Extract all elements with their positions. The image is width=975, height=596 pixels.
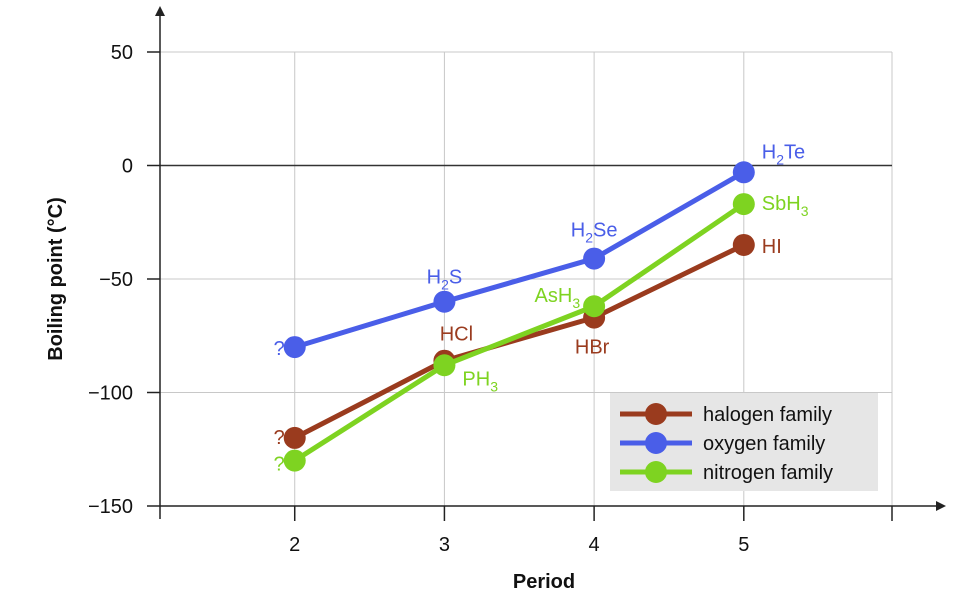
series-line-oxygen-family [293,170,746,350]
y-axis-title: Boiling point (°C) [45,197,67,361]
data-label: ? [274,338,285,360]
series-line-nitrogen-family [293,202,746,463]
label-layer: ? HCl HBr HI? H2S H2Se H2Te? PH3 AsH3 SbH3 [274,141,809,475]
data-point [583,295,606,318]
axis-layer: 50 0 −50 −100 −150 2 3 4 5 [88,6,946,556]
data-label: H2Te [762,141,805,167]
x-tick-label: 4 [589,534,600,556]
data-point [583,247,606,270]
grid-layer [160,51,893,506]
data-label: H2S [427,267,463,293]
legend-swatch-marker [645,461,667,483]
data-point [732,193,755,216]
legend-entry: nitrogen family [703,462,833,484]
x-tick-label: 5 [738,534,749,556]
data-point [283,426,306,449]
data-label: AsH3 [535,285,581,311]
data-label: HI [762,236,782,258]
legend-swatch-marker [645,432,667,454]
data-point [283,449,306,472]
data-point [283,336,306,359]
x-tick-label: 2 [289,534,300,556]
x-tick-label: 3 [439,534,450,556]
y-tick-label: 50 [111,42,133,64]
legend-entry: oxygen family [703,433,825,455]
data-label: ? [274,427,285,449]
data-point [433,354,456,377]
data-label: H2Se [571,220,618,246]
x-axis-title: Period [513,571,575,593]
data-label: HBr [575,337,610,359]
data-point [732,161,755,184]
data-label: ? [274,454,285,476]
y-tick-label: −100 [88,383,133,405]
y-tick-label: −50 [99,269,133,291]
legend-swatch-marker [645,403,667,425]
series-line-halogen-family [293,242,745,441]
series-layer [283,161,755,472]
data-label: HCl [440,324,473,346]
data-point [732,233,755,256]
data-label: PH3 [462,368,498,394]
y-tick-label: 0 [122,156,133,178]
legend: halogen family oxygen family nitrogen fami… [610,393,878,491]
data-point [433,290,456,313]
data-label: SbH3 [762,193,809,219]
y-tick-label: −150 [88,496,133,518]
legend-entry: halogen family [703,404,832,426]
